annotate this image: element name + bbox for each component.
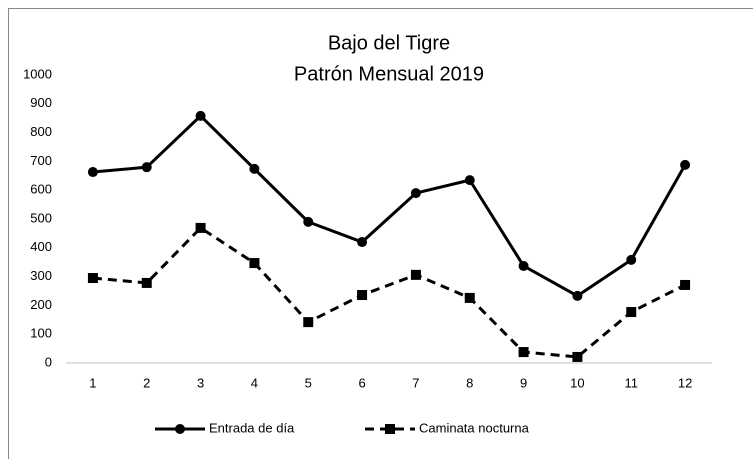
point [626,254,637,265]
point [626,307,637,318]
point [518,260,529,271]
x-tick-label: 7 [412,375,419,390]
point [357,237,368,248]
point [87,167,98,178]
point [385,424,395,434]
x-tick-label: 1 [89,375,96,390]
point [572,351,583,362]
y-tick-label: 100 [30,326,52,341]
y-tick-label: 500 [30,210,52,225]
y-tick-label: 800 [30,124,52,139]
y-tick-label: 200 [30,297,52,312]
x-tick-label: 10 [570,375,584,390]
legend-label: Entrada de día [209,420,295,435]
point [410,188,421,199]
x-tick-label: 9 [520,375,527,390]
point [464,292,475,303]
x-tick-label: 5 [305,375,312,390]
point [175,424,185,434]
point [87,273,98,284]
legend-label: Caminata nocturna [419,420,530,435]
y-tick-label: 900 [30,95,52,110]
point [141,277,152,288]
point [464,175,475,186]
series-line [92,114,687,298]
point [249,258,260,269]
y-tick-label: 0 [45,354,52,369]
x-tick-label: 3 [197,375,204,390]
x-tick-label: 12 [678,375,692,390]
point [195,110,206,121]
point [680,159,691,170]
chart-frame [8,8,753,459]
chart-title: Bajo del Tigre [328,32,450,54]
point [249,163,260,174]
point [572,290,583,301]
x-tick-label: 4 [251,375,258,390]
point [680,279,691,290]
y-tick-label: 600 [30,182,52,197]
y-tick-label: 400 [30,239,52,254]
point [303,317,314,328]
point [357,290,368,301]
point [410,269,421,280]
y-tick-label: 700 [30,153,52,168]
x-tick-label: 11 [625,375,639,390]
x-tick-label: 8 [466,375,473,390]
point [141,162,152,173]
chart-subtitle: Patrón Mensual 2019 [294,63,484,85]
x-tick-label: 6 [358,375,365,390]
series-line [92,226,686,359]
point [303,216,314,227]
point [195,222,206,233]
y-tick-label: 300 [30,268,52,283]
x-tick-label: 2 [143,375,150,390]
y-tick-label: 1000 [23,66,52,81]
point [518,347,529,358]
